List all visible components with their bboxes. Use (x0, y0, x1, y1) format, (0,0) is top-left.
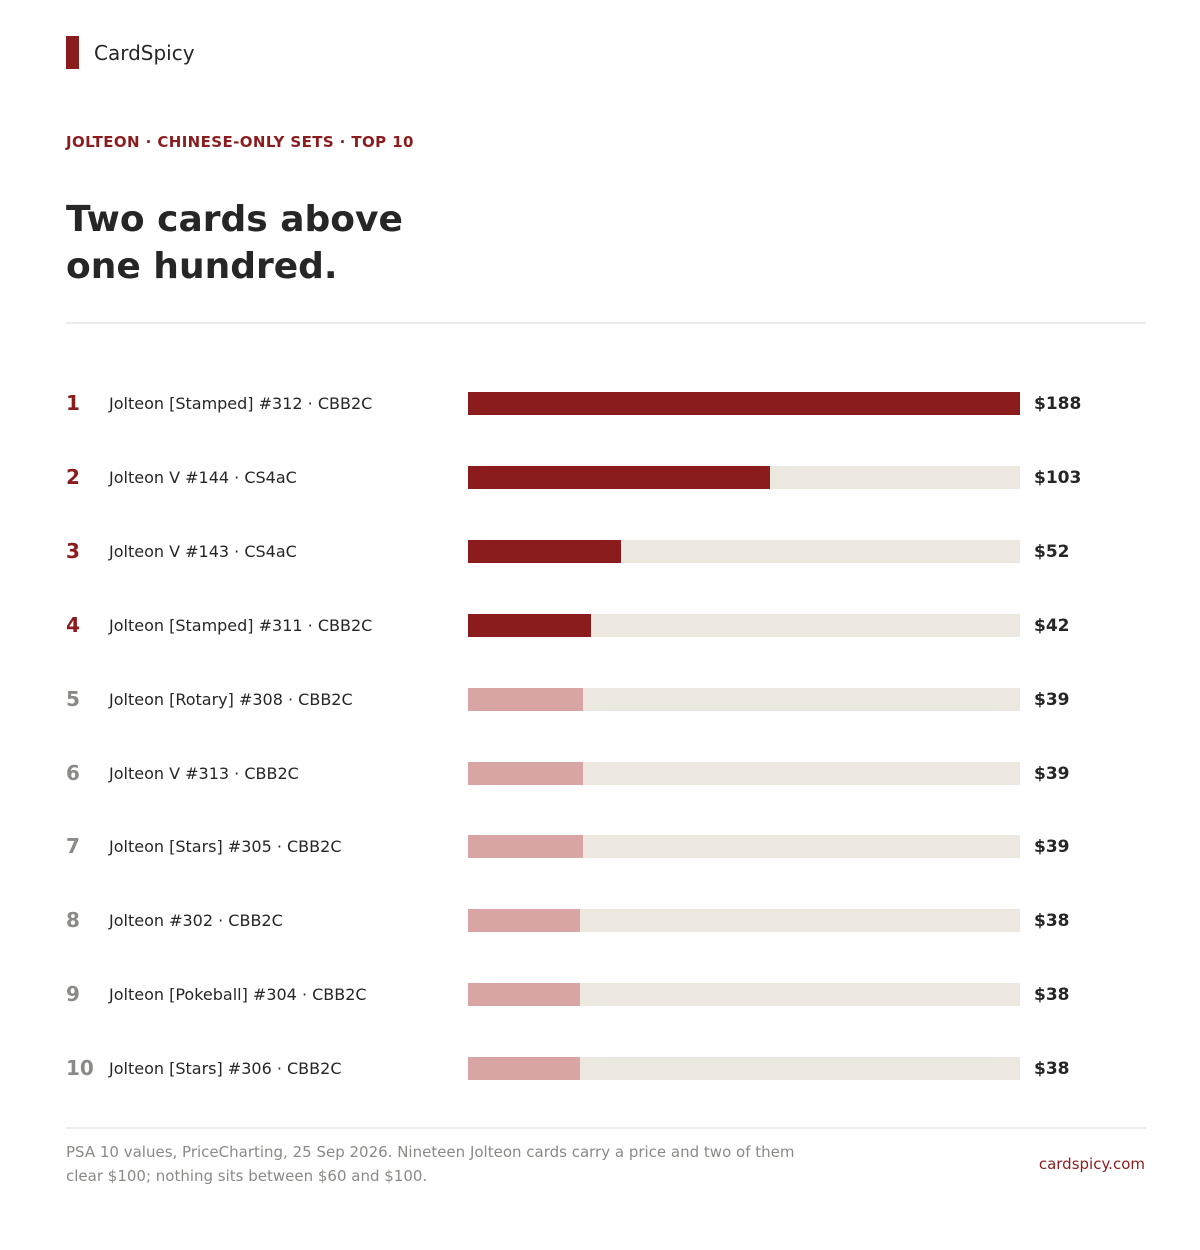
value-label: $52 (1034, 541, 1070, 562)
card-label: Jolteon #302 · CBB2C (109, 911, 283, 931)
footnote: PSA 10 values, PriceCharting, 25 Sep 202… (66, 1140, 866, 1188)
value-label: $38 (1034, 985, 1070, 1006)
chart-row: 9 Jolteon [Pokeball] #304 · CBB2C $38 (0, 982, 1200, 1007)
bar (468, 761, 583, 785)
chart-row: 8 Jolteon #302 · CBB2C $38 (0, 908, 1200, 933)
rank-number: 8 (66, 908, 80, 933)
rank-number: 9 (66, 982, 80, 1007)
rank-number: 7 (66, 834, 80, 859)
value-label: $39 (1034, 763, 1070, 784)
card-label: Jolteon [Stars] #305 · CBB2C (109, 837, 342, 857)
value-label: $42 (1034, 615, 1070, 636)
chart-row: 7 Jolteon [Stars] #305 · CBB2C $39 (0, 834, 1200, 859)
page-title-line-1: Two cards above (66, 199, 403, 240)
bar-track (468, 539, 1020, 563)
rank-number: 10 (66, 1056, 94, 1081)
chart-row: 1 Jolteon [Stamped] #312 · CBB2C $188 (0, 391, 1200, 416)
bar (468, 687, 583, 711)
rank-number: 2 (66, 464, 80, 489)
bar (468, 909, 580, 933)
bar (468, 539, 621, 563)
rank-number: 6 (66, 760, 80, 785)
eyebrow-label: JOLTEON · CHINESE-ONLY SETS · TOP 10 (66, 133, 414, 151)
page-title: Two cards above one hundred. (66, 196, 666, 290)
card-label: Jolteon [Rotary] #308 · CBB2C (109, 689, 353, 709)
value-label: $103 (1034, 467, 1082, 488)
bar (468, 835, 583, 859)
value-label: $39 (1034, 837, 1070, 858)
page-title-line-2: one hundred. (66, 246, 338, 287)
value-label: $39 (1034, 689, 1070, 710)
bar-track (468, 687, 1020, 711)
bar-track (468, 613, 1020, 637)
bar-track (468, 392, 1020, 415)
chart-row: 5 Jolteon [Rotary] #308 · CBB2C $39 (0, 686, 1200, 712)
bar (468, 392, 1020, 415)
chart-row: 4 Jolteon [Stamped] #311 · CBB2C $42 (0, 612, 1200, 638)
site-link[interactable]: cardspicy.com (1038, 1155, 1145, 1173)
rank-number: 4 (66, 612, 80, 637)
chart-row: 6 Jolteon V #313 · CBB2C $39 (0, 760, 1200, 786)
brand-name: CardSpicy (94, 40, 195, 65)
footnote-line-1: PSA 10 values, PriceCharting, 25 Sep 202… (66, 1143, 795, 1161)
chart-row: 3 Jolteon V #143 · CS4aC $52 (0, 538, 1200, 564)
bar (468, 983, 580, 1007)
brand-logo-mark (66, 36, 79, 69)
card-label: Jolteon [Stars] #306 · CBB2C (109, 1059, 342, 1079)
rank-number: 5 (66, 686, 80, 711)
card-label: Jolteon V #143 · CS4aC (109, 541, 297, 561)
brand: CardSpicy (66, 36, 195, 69)
card-label: Jolteon V #313 · CBB2C (109, 763, 299, 783)
card-label: Jolteon [Stamped] #312 · CBB2C (109, 394, 373, 413)
card-label: Jolteon [Pokeball] #304 · CBB2C (109, 985, 367, 1005)
chart-row: 10 Jolteon [Stars] #306 · CBB2C $38 (0, 1056, 1200, 1081)
bar-track (468, 465, 1020, 489)
bar-track (468, 1057, 1020, 1081)
chart-row: 2 Jolteon V #144 · CS4aC $103 (0, 464, 1200, 490)
rank-number: 1 (66, 391, 80, 415)
rank-number: 3 (66, 538, 80, 563)
bottom-divider (66, 1127, 1146, 1129)
bar-track (468, 761, 1020, 785)
bar (468, 613, 592, 637)
value-label: $38 (1034, 1059, 1070, 1080)
card-label: Jolteon [Stamped] #311 · CBB2C (109, 615, 373, 635)
bar-track (468, 835, 1020, 859)
bar (468, 465, 771, 489)
bar-track (468, 983, 1020, 1007)
bar (468, 1057, 580, 1081)
footnote-line-2: clear $100; nothing sits between $60 and… (66, 1167, 428, 1185)
value-label: $188 (1034, 394, 1082, 414)
value-label: $38 (1034, 911, 1070, 932)
top-divider (66, 322, 1146, 324)
card-label: Jolteon V #144 · CS4aC (109, 467, 297, 487)
bar-track (468, 909, 1020, 933)
